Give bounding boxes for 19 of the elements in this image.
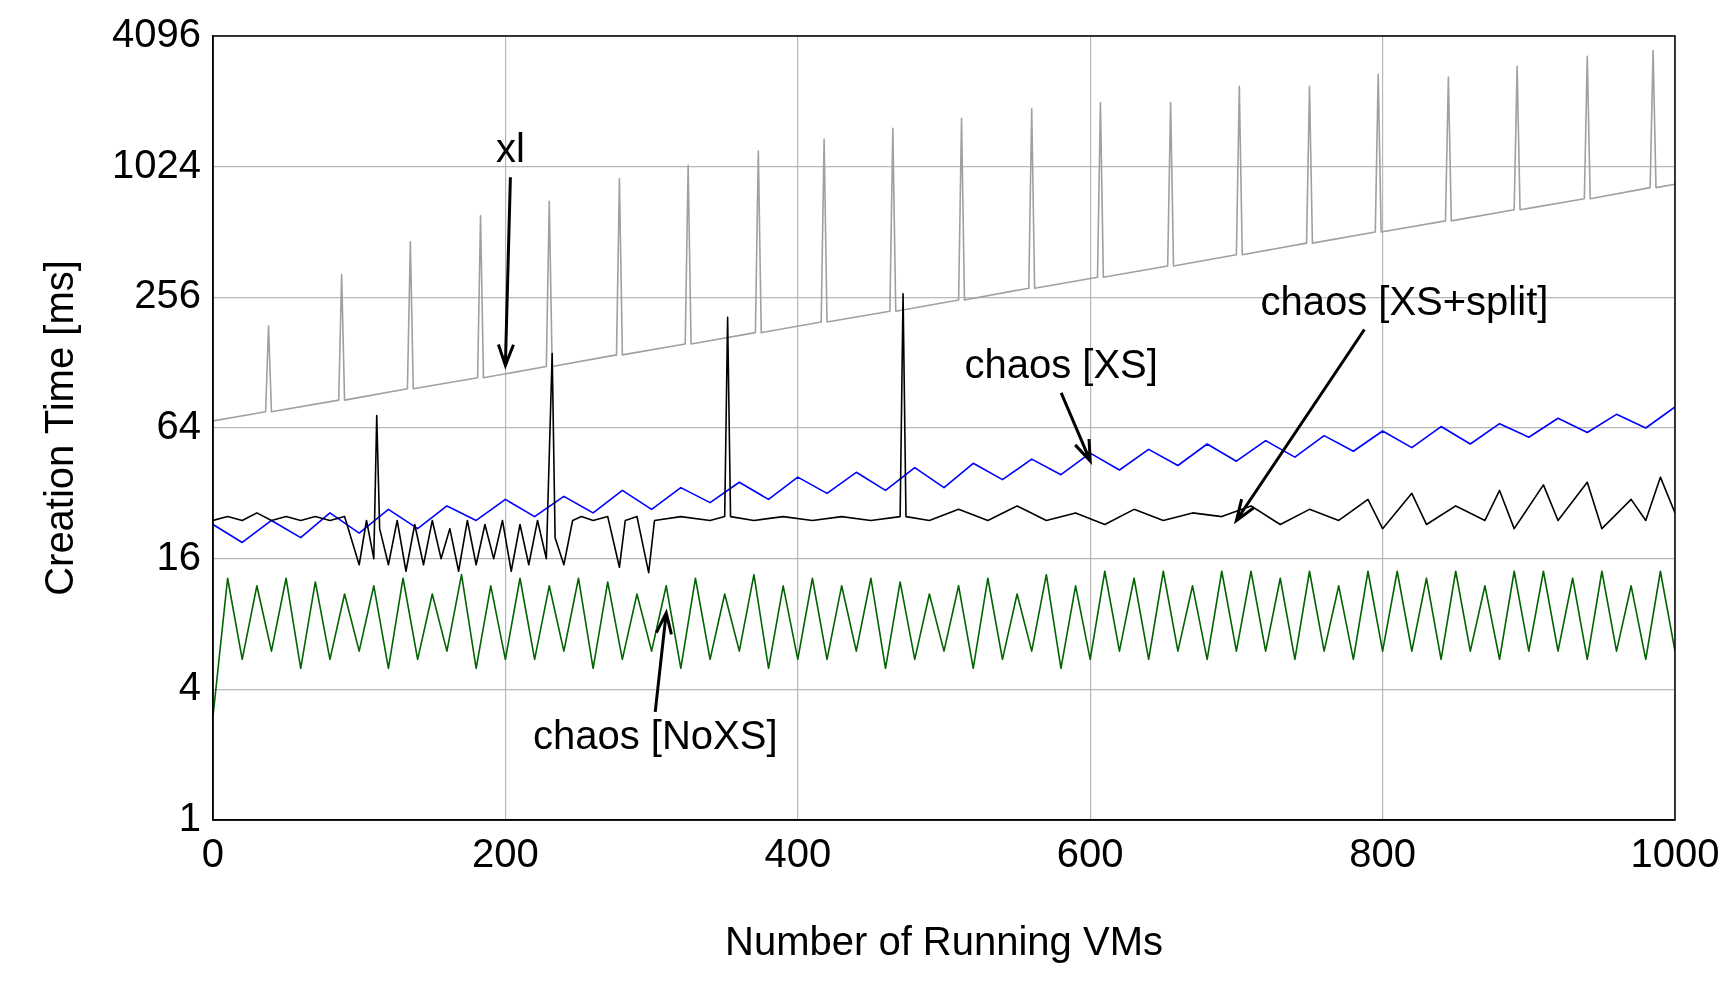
y-tick-label: 4096 [112,11,201,56]
annotation: chaos [NoXS] [532,712,778,757]
y-tick-label: 1024 [112,141,201,186]
x-tick-label: 200 [472,831,539,876]
x-axis-title: Number of Running VMs [725,919,1163,964]
x-tick-label: 800 [1349,831,1416,876]
y-tick-label: 1 [178,795,201,840]
y-tick-label: 4 [178,664,201,709]
x-tick-label: 1000 [1630,831,1720,876]
y-tick-label: 64 [156,403,201,448]
x-tick-label: 400 [764,831,832,876]
y-axis-title: Creation Time [ms] [37,260,82,596]
y-tick-label: 256 [134,272,201,317]
x-tick-label: 600 [1056,831,1124,876]
annotation: chaos [XS] [964,341,1158,386]
x-tick-label: 0 [201,831,225,876]
y-tick-label: 16 [156,533,201,578]
annotation: xl [495,126,525,171]
annotation: chaos [XS+split] [1260,278,1549,323]
